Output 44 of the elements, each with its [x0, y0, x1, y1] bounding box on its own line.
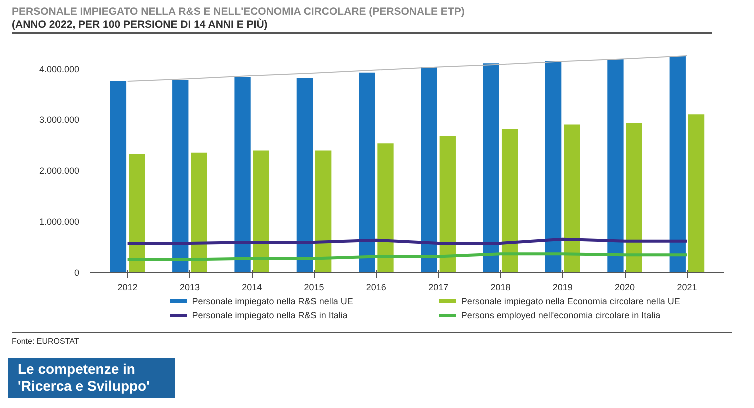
x-tick-label: 2018 — [490, 282, 511, 292]
bar — [191, 152, 208, 272]
bar — [316, 150, 332, 272]
x-tick-label: 2021 — [677, 282, 698, 292]
y-tick-label: 3.000.000 — [39, 115, 80, 126]
bar — [172, 80, 189, 272]
x-tick-label: 2013 — [180, 282, 200, 292]
text: Le competenze in 'Ricerca e Sviluppo' — [5, 358, 175, 398]
bar — [421, 67, 438, 272]
bar — [608, 59, 624, 272]
y-tick-label: 1.000.000 — [39, 217, 80, 228]
bar — [378, 144, 394, 272]
line-series — [127, 56, 688, 82]
bar — [670, 56, 686, 272]
x-tick-label: 2012 — [118, 282, 138, 292]
y-tick-label: 2.000.000 — [39, 166, 80, 176]
bar — [440, 136, 456, 272]
x-tick-label: 2017 — [428, 282, 449, 292]
x-tick-label: 2014 — [242, 282, 262, 292]
chart-subtitle: (ANNO 2022, PER 100 PERSIONE DI 14 ANNI E PIÙ) — [12, 19, 712, 34]
legend-label: Persons employed nell'economia circolare in Italia — [461, 310, 661, 320]
chart-title: PERSONALE IMPIEGATO NELLA R&S E NELL'ECONOMIA CIRCOLARE (PERSONALE ETP) — [12, 6, 466, 18]
bar — [626, 123, 642, 272]
legend-label: Personale impiegato nella R&S nella UE — [192, 296, 354, 306]
x-tick-label: 2015 — [304, 282, 324, 292]
bar — [545, 61, 562, 272]
bar — [483, 64, 500, 272]
legend-label: Personale impiegato nella Economia circolare nella UE — [461, 296, 680, 306]
bar — [296, 78, 314, 272]
x-tick-label: 2019 — [552, 282, 573, 292]
x-tick-label: 2020 — [615, 282, 636, 292]
y-tick-label: 4.000.000 — [39, 64, 80, 74]
bar — [129, 154, 146, 272]
y-tick-label: 0 — [74, 268, 80, 278]
bar — [234, 77, 251, 272]
bar — [688, 114, 705, 272]
legend-label: Personale impiegato nella R&S in Italia — [192, 310, 348, 320]
x-tick-label: 2016 — [366, 282, 386, 292]
bar — [110, 82, 127, 272]
bar — [502, 129, 518, 272]
bar — [564, 124, 580, 272]
bar — [253, 150, 270, 272]
bar — [359, 72, 376, 272]
source-note: Fonte: EUROSTAT — [12, 332, 732, 348]
